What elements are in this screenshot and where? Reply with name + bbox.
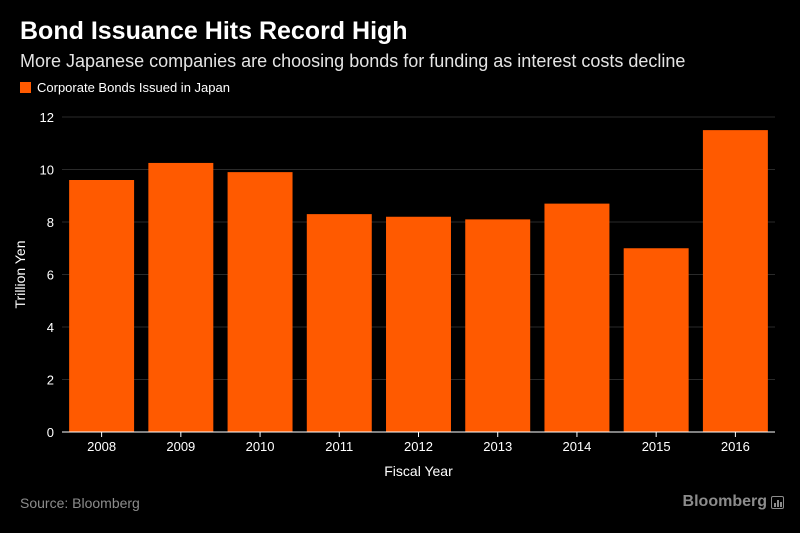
- bar-2016: [702, 130, 768, 432]
- brand-logo: Bloomberg: [683, 493, 784, 511]
- x-tick-label: 2014: [562, 439, 591, 454]
- bar-2009: [148, 162, 214, 432]
- bar-chart-icon: [771, 495, 784, 509]
- x-tick-label: 2010: [246, 439, 275, 454]
- x-tick-label: 2008: [87, 439, 116, 454]
- x-tick-label: 2016: [721, 439, 750, 454]
- y-axis-title: Trillion Yen: [12, 241, 28, 309]
- axes: 0 2 4 6 8 10 12 2008 2009 2010 2011 2012 2013 2014 201…: [40, 110, 775, 454]
- bar-2010: [227, 172, 293, 432]
- legend-label: Corporate Bonds Issued in Japan: [37, 80, 230, 95]
- chart-subtitle: More Japanese companies are choosing bon…: [20, 51, 686, 71]
- chart-title: Bond Issuance Hits Record High: [20, 17, 408, 45]
- brand-label: Bloomberg: [682, 493, 767, 510]
- y-tick-label: 2: [47, 373, 54, 388]
- legend: Corporate Bonds Issued in Japan: [20, 80, 230, 95]
- x-tick-label: 2013: [483, 439, 512, 454]
- y-tick-label: 0: [47, 425, 54, 440]
- source-note: Source: Bloomberg: [20, 495, 140, 511]
- bar-2013: [465, 219, 531, 432]
- y-tick-label: 4: [47, 320, 54, 335]
- bar-2015: [623, 248, 689, 432]
- x-axis-title: Fiscal Year: [384, 463, 453, 479]
- x-tick-label: 2011: [325, 439, 353, 454]
- x-tick-label: 2009: [166, 439, 195, 454]
- bar-2012: [386, 216, 451, 432]
- legend-swatch: [20, 82, 31, 93]
- bar-2014: [544, 203, 610, 432]
- y-tick-label: 6: [47, 268, 54, 283]
- y-tick-label: 12: [40, 110, 54, 125]
- bars: [69, 130, 768, 432]
- y-tick-label: 8: [47, 215, 54, 230]
- y-tick-label: 10: [40, 163, 54, 178]
- x-tick-label: 2012: [404, 439, 433, 454]
- bar-2008: [69, 180, 135, 432]
- bar-2011: [306, 214, 372, 432]
- x-tick-label: 2015: [642, 439, 671, 454]
